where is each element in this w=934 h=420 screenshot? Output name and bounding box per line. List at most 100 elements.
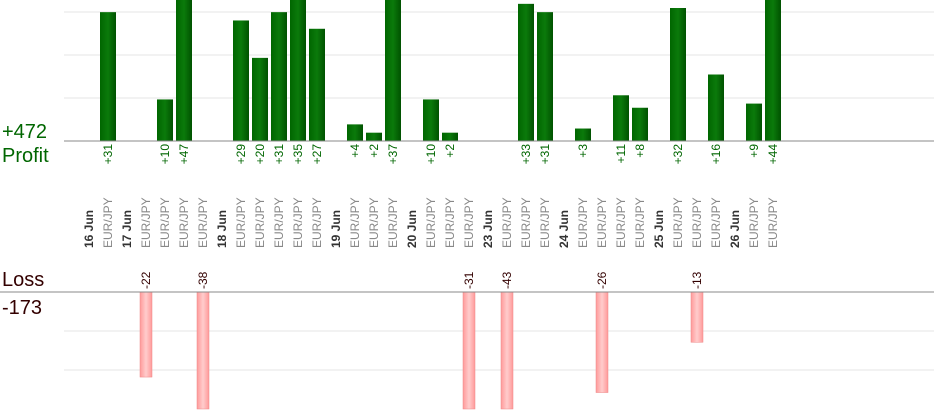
profit-bar <box>157 99 173 141</box>
profit-value-label: +10 <box>424 144 438 165</box>
profit-value-label: +11 <box>614 144 628 164</box>
profit-bar <box>518 3 534 141</box>
profit-value-label: +3 <box>576 144 590 158</box>
symbol-label: EUR/JPY <box>709 197 723 248</box>
profit-value-label: +37 <box>386 144 400 165</box>
symbol-label: EUR/JPY <box>462 197 476 248</box>
symbol-label: EUR/JPY <box>633 197 647 248</box>
profit-bar <box>613 95 629 141</box>
profit-value-label: +35 <box>291 144 305 165</box>
profit-bar <box>632 107 648 141</box>
symbol-label: EUR/JPY <box>538 197 552 248</box>
symbol-label: EUR/JPY <box>139 197 153 248</box>
symbol-label: EUR/JPY <box>386 197 400 248</box>
symbol-label: EUR/JPY <box>272 197 286 248</box>
profit-bar <box>765 0 781 141</box>
profit-value-label: +31 <box>272 144 286 165</box>
symbol-label: EUR/JPY <box>595 197 609 248</box>
loss-value-label: -26 <box>595 271 609 289</box>
symbol-label: EUR/JPY <box>519 197 533 248</box>
profit-value-label: +2 <box>367 144 381 158</box>
profit-bar <box>575 128 591 141</box>
loss-bar <box>690 291 704 343</box>
date-label: 24 Jun <box>557 210 571 248</box>
loss-bar <box>500 291 514 410</box>
date-label: 25 Jun <box>652 210 666 248</box>
symbol-label: EUR/JPY <box>766 197 780 248</box>
loss-bar <box>462 291 476 410</box>
profit-value-label: +44 <box>766 144 780 165</box>
symbol-label: EUR/JPY <box>671 197 685 248</box>
loss-total: -173 <box>2 297 43 319</box>
loss-value-label: -22 <box>139 271 153 289</box>
loss-label: Loss <box>2 269 45 291</box>
profit-bar <box>309 28 325 141</box>
date-label: 23 Jun <box>481 210 495 248</box>
profit-value-label: +47 <box>177 144 191 165</box>
profit-value-label: +20 <box>253 144 267 165</box>
symbol-label: EUR/JPY <box>101 197 115 248</box>
profit-bar <box>100 12 116 141</box>
profit-bar <box>670 8 686 141</box>
profit-bar <box>537 12 553 141</box>
loss-bar <box>196 291 210 410</box>
symbol-label: EUR/JPY <box>348 197 362 248</box>
profit-value-label: +4 <box>348 144 362 158</box>
symbol-label: EUR/JPY <box>253 197 267 248</box>
loss-value-label: -38 <box>196 271 210 289</box>
profit-bar <box>385 0 401 141</box>
symbol-label: EUR/JPY <box>196 197 210 248</box>
profit-bar <box>347 124 363 141</box>
profit-bar <box>252 57 268 141</box>
date-label: 20 Jun <box>405 210 419 248</box>
symbol-label: EUR/JPY <box>424 197 438 248</box>
symbol-label: EUR/JPY <box>614 197 628 248</box>
profit-value-label: +31 <box>538 144 552 165</box>
symbol-label: EUR/JPY <box>158 197 172 248</box>
axis-labels: 16 Jun EUR/JPY +31 17 Jun EUR/JPY -22 EUR/JPY +… <box>82 144 780 289</box>
profit-total: +472 <box>2 121 48 143</box>
symbol-label: EUR/JPY <box>690 197 704 248</box>
profit-bar <box>176 0 192 141</box>
symbol-label: EUR/JPY <box>234 197 248 248</box>
profit-bars <box>100 0 781 141</box>
profit-value-label: +9 <box>747 144 761 158</box>
profit-bar <box>366 132 382 141</box>
loss-value-label: -43 <box>500 271 514 289</box>
loss-bars <box>139 291 704 410</box>
profit-value-label: +2 <box>443 144 457 158</box>
profit-value-label: +27 <box>310 144 324 165</box>
profit-value-label: +8 <box>633 144 647 158</box>
profit-bar <box>290 0 306 141</box>
grid-lines <box>64 11 934 371</box>
profit-value-label: +33 <box>519 144 533 165</box>
loss-value-label: -13 <box>690 271 704 289</box>
profit-value-label: +10 <box>158 144 172 165</box>
baselines <box>0 140 934 293</box>
date-label: 18 Jun <box>215 210 229 248</box>
profit-value-label: +16 <box>709 144 723 165</box>
symbol-label: EUR/JPY <box>177 197 191 248</box>
date-label: 16 Jun <box>82 210 96 248</box>
loss-bar <box>139 291 153 378</box>
symbol-label: EUR/JPY <box>291 197 305 248</box>
profit-bar <box>271 12 287 141</box>
symbol-label: EUR/JPY <box>367 197 381 248</box>
profit-bar <box>746 103 762 141</box>
profit-bar <box>423 99 439 141</box>
profit-value-label: +29 <box>234 144 248 165</box>
loss-bar <box>595 291 609 393</box>
symbol-label: EUR/JPY <box>576 197 590 248</box>
profit-value-label: +31 <box>101 144 115 165</box>
date-label: 17 Jun <box>120 210 134 248</box>
profit-label: Profit <box>2 145 49 167</box>
symbol-label: EUR/JPY <box>747 197 761 248</box>
profit-bar <box>233 20 249 141</box>
profit-value-label: +32 <box>671 144 685 165</box>
symbol-label: EUR/JPY <box>443 197 457 248</box>
date-label: 19 Jun <box>329 210 343 248</box>
date-label: 26 Jun <box>728 210 742 248</box>
profit-bar <box>708 74 724 141</box>
loss-value-label: -31 <box>462 271 476 289</box>
